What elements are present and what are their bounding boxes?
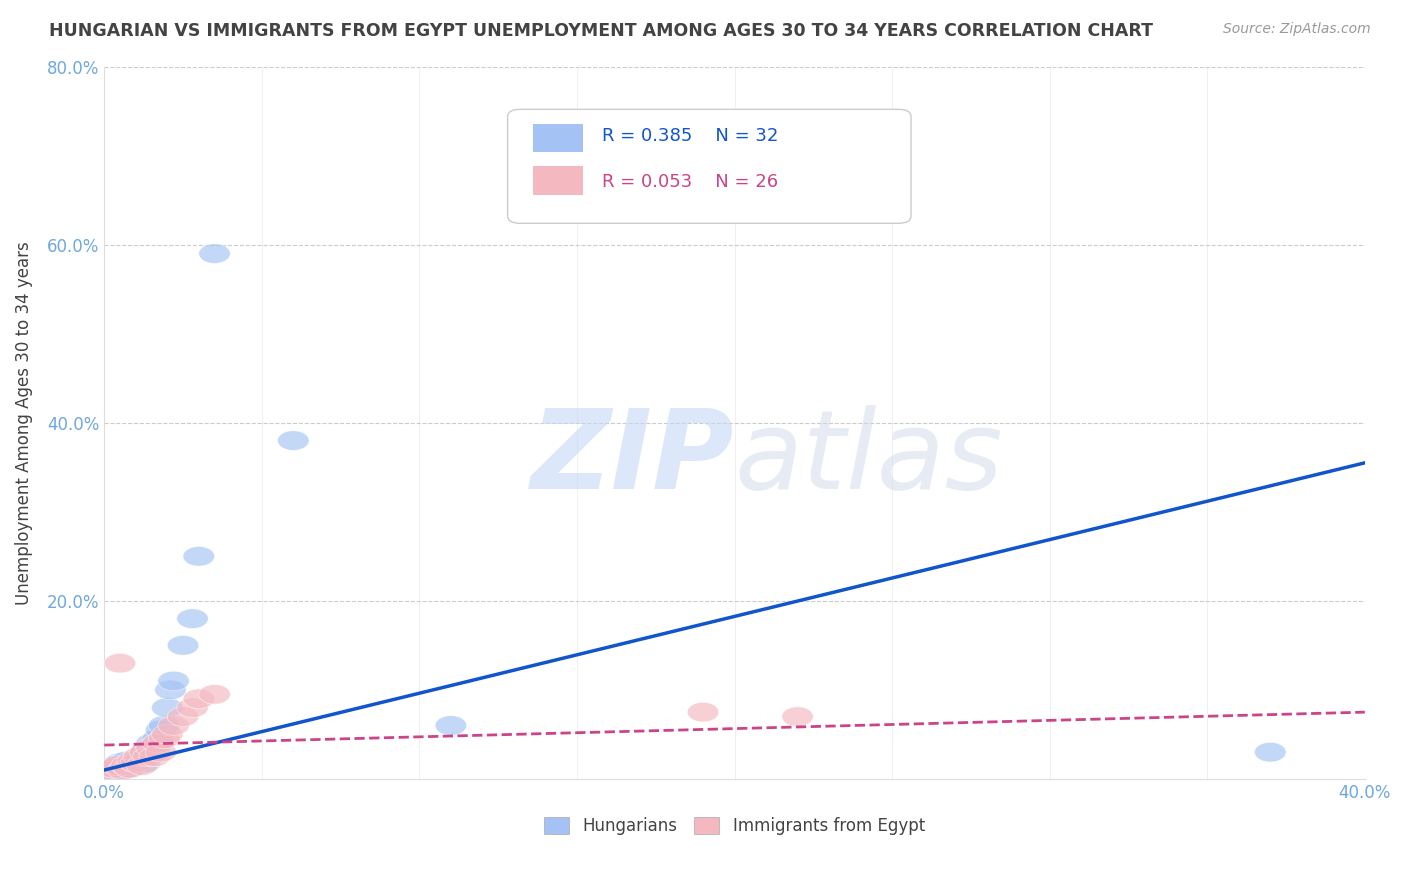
- Ellipse shape: [198, 244, 231, 263]
- Ellipse shape: [111, 751, 142, 771]
- Ellipse shape: [177, 609, 208, 629]
- Ellipse shape: [149, 715, 180, 735]
- Ellipse shape: [124, 747, 155, 766]
- Ellipse shape: [107, 758, 139, 778]
- Ellipse shape: [98, 758, 129, 778]
- Ellipse shape: [107, 760, 139, 780]
- Y-axis label: Unemployment Among Ages 30 to 34 years: Unemployment Among Ages 30 to 34 years: [15, 241, 32, 605]
- Ellipse shape: [104, 653, 136, 673]
- Ellipse shape: [94, 760, 127, 780]
- FancyBboxPatch shape: [533, 124, 583, 152]
- Ellipse shape: [434, 715, 467, 735]
- Ellipse shape: [167, 706, 198, 726]
- Ellipse shape: [120, 756, 152, 775]
- Ellipse shape: [127, 756, 157, 775]
- Ellipse shape: [117, 753, 149, 772]
- Ellipse shape: [145, 720, 177, 739]
- Ellipse shape: [114, 758, 145, 778]
- Ellipse shape: [129, 742, 160, 762]
- Ellipse shape: [149, 729, 180, 748]
- Ellipse shape: [101, 756, 132, 775]
- Ellipse shape: [782, 706, 813, 726]
- Ellipse shape: [157, 671, 190, 690]
- Ellipse shape: [1254, 742, 1286, 762]
- Ellipse shape: [114, 758, 145, 778]
- Ellipse shape: [139, 742, 170, 762]
- Ellipse shape: [142, 729, 173, 748]
- Ellipse shape: [139, 747, 170, 766]
- Legend: Hungarians, Immigrants from Egypt: Hungarians, Immigrants from Egypt: [544, 816, 925, 835]
- Text: atlas: atlas: [734, 405, 1002, 512]
- Ellipse shape: [167, 636, 198, 655]
- Text: ZIP: ZIP: [531, 405, 734, 512]
- Ellipse shape: [104, 753, 136, 772]
- Ellipse shape: [132, 747, 165, 766]
- Ellipse shape: [142, 733, 173, 753]
- Text: HUNGARIAN VS IMMIGRANTS FROM EGYPT UNEMPLOYMENT AMONG AGES 30 TO 34 YEARS CORREL: HUNGARIAN VS IMMIGRANTS FROM EGYPT UNEMP…: [49, 22, 1153, 40]
- Ellipse shape: [152, 698, 183, 717]
- FancyBboxPatch shape: [508, 110, 911, 223]
- Ellipse shape: [94, 760, 127, 780]
- Ellipse shape: [145, 742, 177, 762]
- Ellipse shape: [198, 684, 231, 704]
- Ellipse shape: [98, 758, 129, 778]
- Ellipse shape: [183, 547, 215, 566]
- Text: Source: ZipAtlas.com: Source: ZipAtlas.com: [1223, 22, 1371, 37]
- Ellipse shape: [277, 431, 309, 450]
- Ellipse shape: [129, 742, 160, 762]
- Ellipse shape: [177, 698, 208, 717]
- Ellipse shape: [111, 756, 142, 775]
- Ellipse shape: [104, 760, 136, 780]
- Ellipse shape: [124, 751, 155, 771]
- FancyBboxPatch shape: [533, 166, 583, 194]
- Text: R = 0.053    N = 26: R = 0.053 N = 26: [602, 173, 779, 191]
- Ellipse shape: [129, 753, 160, 772]
- Ellipse shape: [117, 751, 149, 771]
- Ellipse shape: [136, 738, 167, 757]
- Ellipse shape: [136, 738, 167, 757]
- Ellipse shape: [152, 724, 183, 744]
- Ellipse shape: [136, 733, 167, 753]
- Ellipse shape: [132, 747, 165, 766]
- Ellipse shape: [155, 680, 186, 699]
- Ellipse shape: [101, 756, 132, 775]
- Text: R = 0.385    N = 32: R = 0.385 N = 32: [602, 128, 779, 145]
- Ellipse shape: [111, 756, 142, 775]
- Ellipse shape: [127, 747, 157, 766]
- Ellipse shape: [157, 715, 190, 735]
- Ellipse shape: [183, 689, 215, 708]
- Ellipse shape: [120, 753, 152, 772]
- Ellipse shape: [688, 702, 718, 722]
